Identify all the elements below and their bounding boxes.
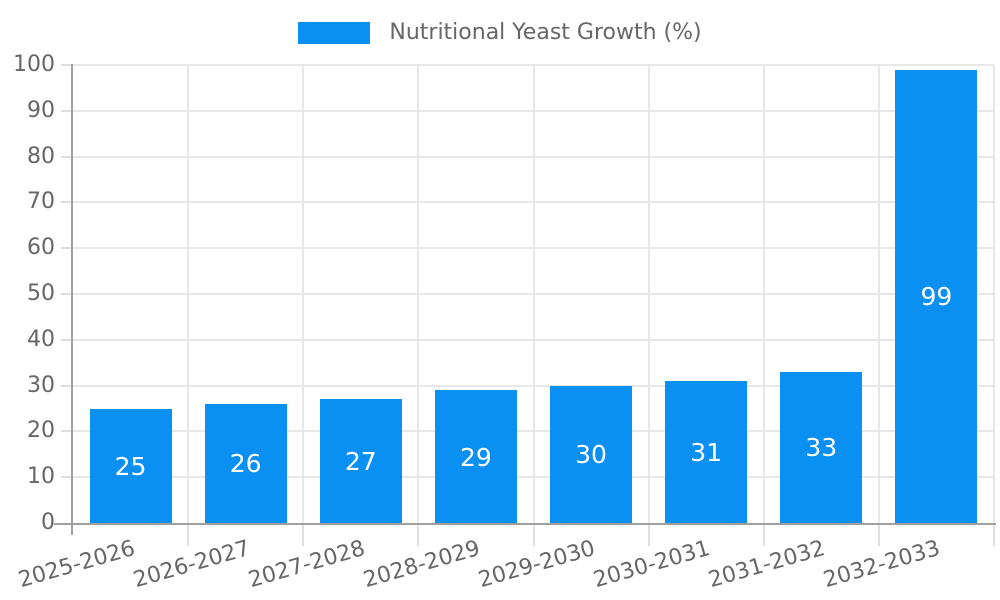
x-grid-line [877, 65, 880, 523]
y-tick-label: 30 [27, 372, 55, 398]
x-tick-mark [532, 525, 535, 546]
y-tick-label: 0 [41, 510, 55, 535]
x-tick-mark [417, 525, 420, 546]
x-tick-mark [762, 525, 765, 546]
x-tick-mark [302, 525, 305, 546]
y-tick-mark [61, 64, 73, 66]
y-tick-mark [61, 201, 73, 204]
x-grid-line [417, 65, 420, 523]
x-grid-line [647, 65, 650, 523]
bar-value-label: 99 [920, 282, 953, 312]
y-tick-mark [61, 155, 73, 158]
bar [89, 408, 172, 523]
x-grid-line [187, 65, 190, 523]
x-tick-mark [647, 525, 650, 546]
bar-value-label: 30 [575, 440, 607, 470]
bar-value-label: 25 [114, 451, 147, 481]
y-axis-line [71, 64, 73, 535]
y-tick-label: 60 [27, 235, 55, 261]
y-tick-label: 50 [27, 281, 55, 306]
bar-value-label: 33 [805, 433, 838, 463]
bar [550, 385, 633, 523]
legend-swatch-icon[interactable] [298, 21, 371, 44]
bar [780, 371, 863, 523]
x-tick-mark [877, 525, 880, 546]
bar-value-label: 26 [229, 449, 262, 479]
bar-value-label: 27 [344, 447, 377, 477]
chart-legend[interactable]: Nutritional Yeast Growth (%) [0, 20, 1000, 45]
y-tick-label: 10 [27, 464, 55, 490]
y-tick-mark [61, 293, 73, 295]
x-grid-line [532, 65, 535, 523]
y-tick-mark [61, 109, 73, 112]
bar-value-label: 29 [460, 442, 492, 472]
y-tick-mark [61, 247, 73, 250]
y-tick-mark [61, 338, 73, 341]
x-axis-line [54, 523, 996, 525]
y-tick-label: 20 [27, 418, 55, 444]
y-tick-label: 40 [27, 326, 55, 352]
x-grid-line [993, 65, 995, 523]
y-tick-label: 70 [27, 189, 55, 215]
y-tick-mark [61, 476, 73, 479]
bar [434, 390, 517, 523]
x-grid-line [762, 65, 765, 523]
y-tick-mark [61, 430, 73, 433]
x-grid-line [302, 65, 305, 523]
bar-value-label: 31 [690, 438, 723, 467]
bar [895, 69, 978, 523]
y-tick-label: 100 [13, 52, 55, 77]
bar [319, 399, 402, 523]
x-tick-mark [187, 525, 190, 546]
bar [665, 381, 748, 523]
bar [204, 403, 287, 523]
y-tick-label: 90 [27, 97, 55, 123]
x-tick-mark [993, 525, 995, 546]
y-tick-label: 80 [27, 143, 55, 169]
y-tick-mark [61, 384, 73, 387]
legend-label[interactable]: Nutritional Yeast Growth (%) [389, 20, 702, 45]
